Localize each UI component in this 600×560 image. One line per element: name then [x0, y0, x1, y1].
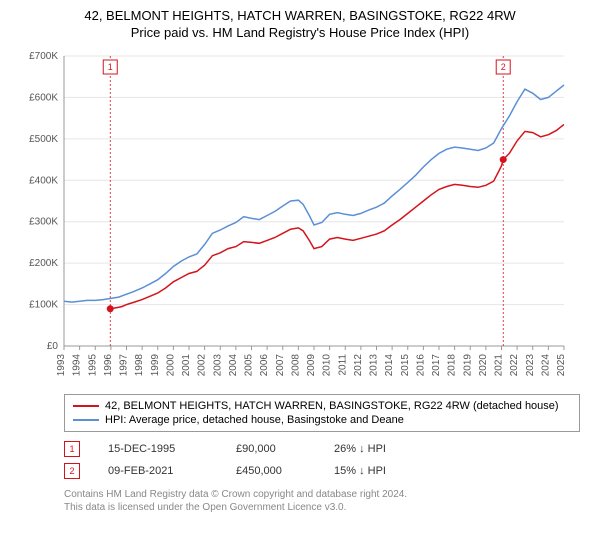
- legend: 42, BELMONT HEIGHTS, HATCH WARREN, BASIN…: [64, 394, 580, 432]
- x-tick-label: 2005: [244, 354, 255, 377]
- x-tick-label: 2024: [540, 354, 551, 377]
- x-tick-label: 2006: [259, 354, 270, 377]
- x-tick-label: 1996: [103, 354, 114, 377]
- marker-date: 09-FEB-2021: [108, 465, 208, 477]
- marker-date: 15-DEC-1995: [108, 443, 208, 455]
- x-tick-label: 1994: [72, 354, 83, 377]
- y-tick-label: £300K: [29, 217, 58, 228]
- x-tick-label: 2015: [400, 354, 411, 377]
- legend-item: 42, BELMONT HEIGHTS, HATCH WARREN, BASIN…: [73, 399, 571, 413]
- x-tick-label: 2013: [369, 354, 380, 377]
- x-tick-label: 2019: [462, 354, 473, 377]
- page-title: 42, BELMONT HEIGHTS, HATCH WARREN, BASIN…: [8, 8, 592, 23]
- x-tick-label: 2014: [384, 354, 395, 377]
- x-tick-label: 2004: [228, 354, 239, 377]
- marker-badge: 1: [64, 441, 80, 457]
- x-tick-label: 1995: [87, 354, 98, 377]
- x-tick-label: 2011: [337, 354, 348, 376]
- marker-price: £450,000: [236, 465, 306, 477]
- legend-swatch: [73, 405, 99, 407]
- x-tick-label: 2007: [275, 354, 286, 377]
- x-tick-label: 2025: [556, 354, 567, 377]
- marker-delta: 15% ↓ HPI: [334, 465, 434, 477]
- x-tick-label: 2022: [509, 354, 520, 377]
- x-tick-label: 1997: [119, 354, 130, 377]
- marker-badge-number: 2: [501, 62, 506, 72]
- footnote: Contains HM Land Registry data © Crown c…: [64, 488, 592, 514]
- y-tick-label: £600K: [29, 92, 58, 103]
- x-tick-label: 2018: [447, 354, 458, 377]
- x-tick-label: 2010: [322, 354, 333, 377]
- legend-label: HPI: Average price, detached house, Basi…: [105, 414, 404, 426]
- marker-row: 2 09-FEB-2021 £450,000 15% ↓ HPI: [64, 460, 592, 482]
- y-tick-label: £500K: [29, 134, 58, 145]
- page-subtitle: Price paid vs. HM Land Registry's House …: [8, 25, 592, 40]
- x-tick-label: 2012: [353, 354, 364, 377]
- x-tick-label: 2021: [494, 354, 505, 377]
- price-chart: £0 £100K £200K £300K £400K £500K £600K £700K 199…: [8, 46, 568, 386]
- legend-item: HPI: Average price, detached house, Basi…: [73, 413, 571, 427]
- y-tick-label: £0: [47, 341, 59, 352]
- footnote-line: Contains HM Land Registry data © Crown c…: [64, 488, 592, 501]
- legend-label: 42, BELMONT HEIGHTS, HATCH WARREN, BASIN…: [105, 400, 559, 412]
- x-tick-label: 2008: [290, 354, 301, 377]
- x-tick-label: 2001: [181, 354, 192, 377]
- x-tick-label: 2017: [431, 354, 442, 377]
- y-tick-label: £400K: [29, 175, 58, 186]
- x-tick-label: 2009: [306, 354, 317, 377]
- marker-price: £90,000: [236, 443, 306, 455]
- x-tick-label: 2020: [478, 354, 489, 377]
- x-tick-label: 2016: [415, 354, 426, 377]
- x-tick-label: 2002: [197, 354, 208, 377]
- x-tick-label: 1998: [134, 354, 145, 377]
- y-tick-label: £200K: [29, 258, 58, 269]
- marker-table: 1 15-DEC-1995 £90,000 26% ↓ HPI 2 09-FEB-2021…: [64, 438, 592, 482]
- legend-swatch: [73, 419, 99, 421]
- marker-delta: 26% ↓ HPI: [334, 443, 434, 455]
- chart-container: £0 £100K £200K £300K £400K £500K £600K £700K 199…: [8, 46, 592, 386]
- marker-row: 1 15-DEC-1995 £90,000 26% ↓ HPI: [64, 438, 592, 460]
- x-tick-label: 2000: [165, 354, 176, 377]
- x-tick-label: 1999: [150, 354, 161, 377]
- marker-badge: 2: [64, 463, 80, 479]
- x-tick-label: 2023: [525, 354, 536, 377]
- x-tick-label: 2003: [212, 354, 223, 377]
- y-tick-label: £100K: [29, 300, 58, 311]
- x-tick-label: 1993: [56, 354, 67, 377]
- marker-badge-number: 1: [108, 62, 113, 72]
- y-tick-label: £700K: [29, 51, 58, 62]
- footnote-line: This data is licensed under the Open Gov…: [64, 501, 592, 514]
